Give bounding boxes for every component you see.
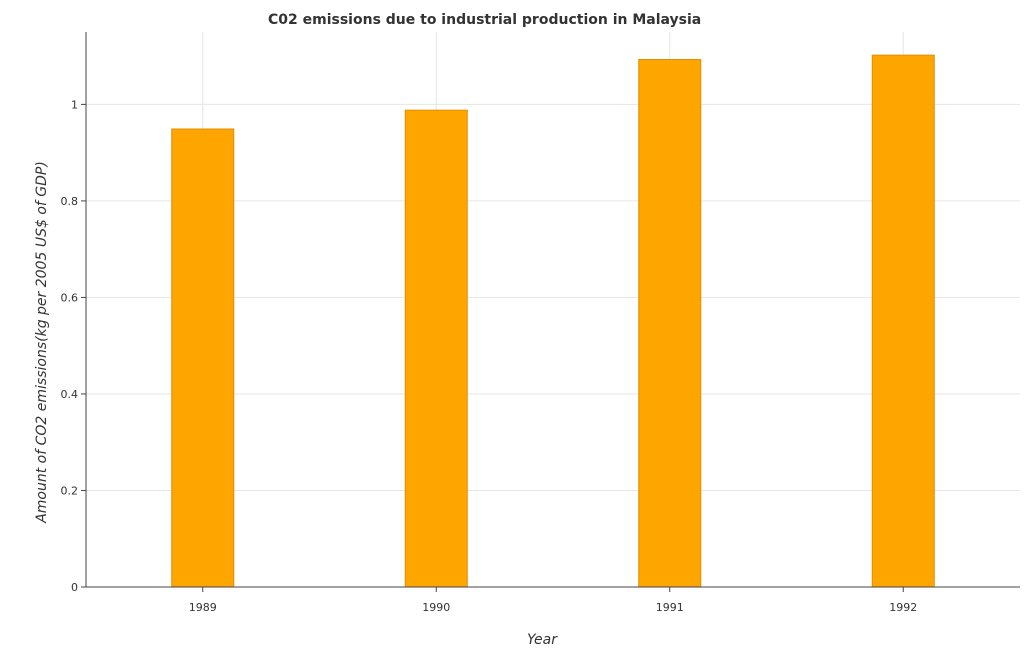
x-tick-label: 1991	[656, 601, 684, 614]
x-tick-label: 1990	[422, 601, 450, 614]
bar-1991	[638, 59, 702, 588]
bar-1992	[871, 54, 935, 588]
y-tick-label: 0.8	[61, 195, 79, 208]
chart-title: C02 emissions due to industrial producti…	[268, 12, 701, 28]
y-tick-labels: 0 0.2 0.4 0.6 0.8 1	[61, 98, 79, 594]
y-tick-label: 1	[71, 98, 78, 111]
x-tick-label: 1989	[189, 601, 217, 614]
bar-1990	[404, 109, 468, 588]
y-tick-label: 0.4	[61, 388, 79, 401]
x-tick-labels: 1989 1990 1991 1992	[189, 601, 918, 614]
x-tick-label: 1992	[889, 601, 917, 614]
bar-1989	[171, 128, 235, 588]
y-tick-label: 0.6	[61, 291, 79, 304]
y-tick-label: 0	[71, 581, 78, 594]
x-axis-label: Year	[527, 632, 558, 648]
y-tick-label: 0.2	[61, 484, 79, 497]
bars	[171, 54, 935, 588]
y-axis-label: Amount of CO2 emissions(kg per 2005 US$ …	[34, 161, 50, 524]
axes	[81, 32, 1020, 592]
